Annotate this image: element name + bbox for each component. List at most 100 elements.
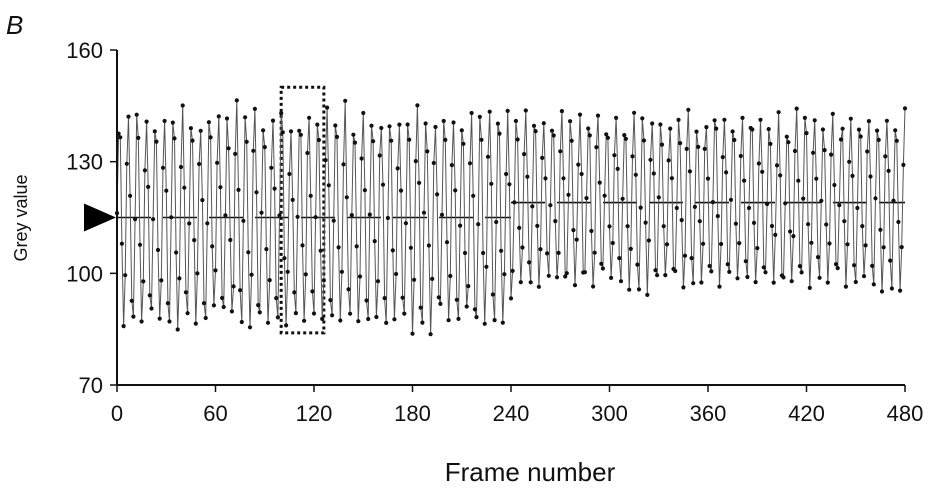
- arrow-triangle: [84, 203, 116, 232]
- data-point: [270, 118, 276, 123]
- data-point: [151, 217, 156, 222]
- data-point: [648, 157, 653, 162]
- data-point: [505, 108, 510, 113]
- data-point: [331, 218, 336, 223]
- data-point: [208, 135, 213, 140]
- data-point: [564, 271, 569, 276]
- data-point: [623, 136, 629, 141]
- data-point: [899, 245, 904, 250]
- data-point: [638, 205, 643, 210]
- data-point: [773, 232, 778, 237]
- data-point: [320, 316, 325, 321]
- data-point: [205, 221, 210, 226]
- data-point: [898, 288, 903, 293]
- data-point: [865, 149, 870, 154]
- data-point: [745, 274, 750, 280]
- data-point: [257, 310, 262, 315]
- data-point: [833, 262, 839, 267]
- data-point: [351, 132, 356, 137]
- data-point: [490, 292, 495, 297]
- data-point: [860, 224, 865, 229]
- data-point: [814, 176, 819, 181]
- data-point: [875, 128, 880, 133]
- data-point: [249, 272, 254, 277]
- data-point: [221, 304, 226, 310]
- data-point: [451, 120, 456, 125]
- data-point: [375, 279, 381, 284]
- data-point: [765, 201, 770, 207]
- data-point: [540, 155, 545, 160]
- data-point: [615, 166, 620, 171]
- data-point: [751, 220, 757, 225]
- data-point: [522, 152, 527, 157]
- data-point: [382, 296, 387, 301]
- data-point: [174, 250, 179, 255]
- data-point: [715, 214, 720, 219]
- data-point: [192, 238, 197, 243]
- data-point: [428, 332, 433, 337]
- data-point: [385, 215, 390, 221]
- data-point: [801, 196, 806, 201]
- data-point: [807, 285, 812, 290]
- data-point: [520, 245, 525, 250]
- data-point: [333, 123, 338, 128]
- data-point: [704, 125, 709, 130]
- data-point: [640, 116, 645, 121]
- x-tick-label: 0: [111, 401, 123, 426]
- data-point: [876, 137, 881, 142]
- data-point: [824, 222, 829, 227]
- data-point: [894, 138, 899, 143]
- data-point: [830, 111, 835, 116]
- data-point: [712, 118, 717, 123]
- data-point: [791, 234, 796, 239]
- data-point: [400, 295, 405, 300]
- data-point: [417, 180, 422, 185]
- data-point: [305, 150, 310, 156]
- data-point: [530, 204, 535, 209]
- data-point: [282, 256, 287, 261]
- data-point: [308, 193, 313, 198]
- data-point: [458, 223, 463, 228]
- data-point: [307, 115, 312, 120]
- data-point: [175, 327, 180, 332]
- data-point: [495, 121, 500, 126]
- data-point: [330, 313, 335, 318]
- data-point: [781, 275, 786, 280]
- data-point: [198, 128, 203, 133]
- data-point: [636, 287, 642, 292]
- data-point: [786, 140, 791, 145]
- data-point: [883, 154, 888, 159]
- data-point: [185, 311, 190, 316]
- data-point: [696, 144, 701, 149]
- data-point: [487, 109, 492, 114]
- data-point: [134, 112, 139, 117]
- data-point: [313, 215, 318, 220]
- x-tick-label: 300: [591, 401, 628, 426]
- data-point: [738, 153, 743, 159]
- data-point: [709, 269, 714, 274]
- data-point: [689, 256, 694, 261]
- data-point: [825, 280, 830, 285]
- data-point: [310, 289, 315, 294]
- data-point: [293, 311, 298, 316]
- data-point: [889, 286, 895, 291]
- data-point: [144, 119, 149, 124]
- data-point: [374, 314, 379, 320]
- data-point: [449, 163, 454, 168]
- data-point: [187, 221, 192, 226]
- data-point: [459, 128, 464, 133]
- data-point: [569, 138, 574, 143]
- data-point: [858, 134, 863, 139]
- data-point: [215, 160, 220, 165]
- data-point: [141, 279, 146, 284]
- data-point: [848, 116, 853, 121]
- data-point: [394, 271, 399, 277]
- data-point: [794, 106, 799, 111]
- data-point: [676, 117, 681, 122]
- data-point: [682, 253, 688, 258]
- data-point: [157, 316, 162, 321]
- data-point: [674, 205, 679, 211]
- data-point: [769, 223, 775, 229]
- data-point: [766, 127, 771, 132]
- data-point: [755, 246, 760, 251]
